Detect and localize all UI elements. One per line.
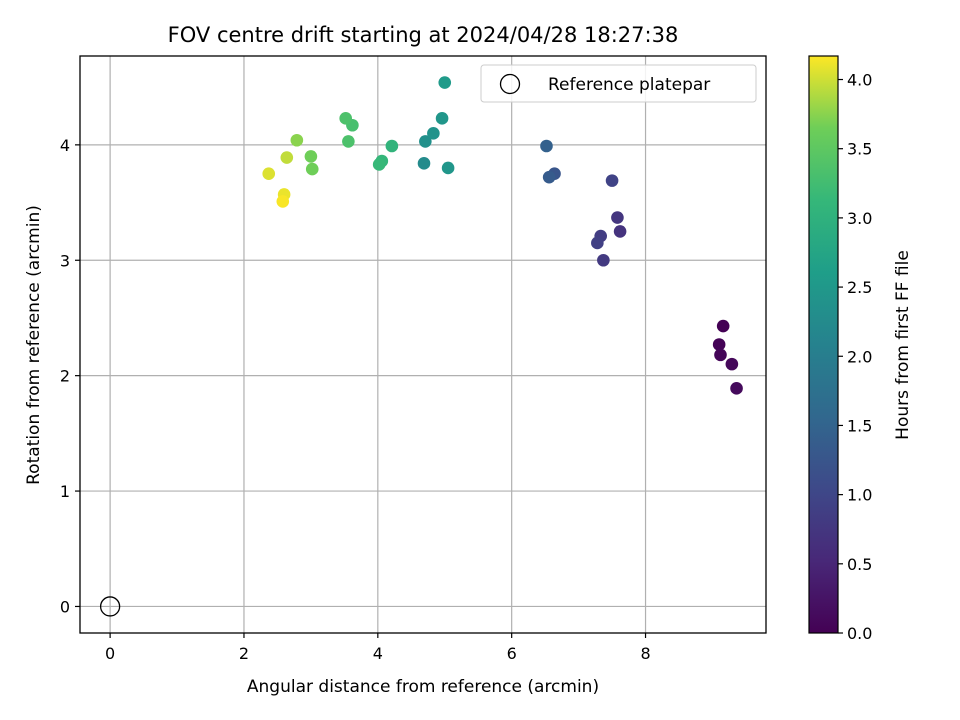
y-tick-label: 2 <box>60 367 70 386</box>
data-point <box>280 151 294 164</box>
colorbar-gradient <box>808 55 839 634</box>
x-tick-label: 4 <box>373 644 383 663</box>
y-tick-label: 4 <box>60 136 70 155</box>
data-point <box>611 211 624 224</box>
data-point <box>276 195 290 208</box>
colorbar-tick-label: 4.0 <box>847 71 872 90</box>
data-point <box>597 253 610 267</box>
x-tick-label: 0 <box>105 644 115 663</box>
data-point <box>339 112 352 125</box>
reference-marker-layer <box>99 596 121 617</box>
y-axis-ticks: 0 1 2 3 4 <box>60 136 80 616</box>
data-point <box>730 382 743 395</box>
x-axis-ticks: 0 2 4 6 8 <box>105 633 651 663</box>
data-point <box>304 150 318 163</box>
data-point <box>262 167 276 181</box>
legend-box <box>480 64 757 103</box>
data-point <box>605 174 619 187</box>
data-point <box>542 170 556 184</box>
data-point <box>540 139 553 153</box>
colorbar: 0.0 0.5 1.0 1.5 2.0 2.5 3.0 3.5 4.0 Hours from f… <box>808 55 913 643</box>
legend-entry-reference: Reference platepar <box>548 75 710 95</box>
data-point <box>372 158 386 171</box>
y-axis-label: Rotation from reference (arcmin) <box>24 205 44 485</box>
data-point <box>435 112 449 125</box>
y-tick-label: 3 <box>60 251 70 270</box>
x-tick-label: 6 <box>507 644 517 663</box>
colorbar-tick-label: 1.5 <box>847 416 872 435</box>
colorbar-tick-label: 2.5 <box>847 278 872 297</box>
data-point <box>342 135 355 148</box>
colorbar-ticks: 0.0 0.5 1.0 1.5 2.0 2.5 3.0 3.5 4.0 <box>838 71 872 643</box>
legend-marker-reference-icon <box>499 73 521 95</box>
data-point <box>725 357 739 371</box>
data-point <box>419 135 432 148</box>
x-tick-label: 8 <box>640 644 650 663</box>
grid <box>80 56 766 633</box>
data-point <box>305 162 319 176</box>
data-points <box>262 76 743 395</box>
colorbar-tick-label: 0.5 <box>847 555 872 574</box>
plot-area-frame <box>79 55 767 634</box>
y-tick-label: 0 <box>60 597 70 616</box>
x-tick-label: 2 <box>239 644 249 663</box>
data-point <box>716 319 730 333</box>
data-point <box>591 236 604 250</box>
colorbar-tick-label: 1.0 <box>847 486 872 505</box>
data-point <box>385 139 399 153</box>
x-axis-label: Angular distance from reference (arcmin) <box>247 677 599 697</box>
data-point <box>712 338 726 351</box>
reference-platepar-marker <box>99 596 121 617</box>
data-point <box>438 76 452 89</box>
chart-title: FOV centre drift starting at 2024/04/28 … <box>168 23 679 47</box>
y-tick-label: 1 <box>60 482 70 501</box>
data-point <box>441 161 455 175</box>
colorbar-tick-label: 2.0 <box>847 347 872 366</box>
data-point <box>613 225 627 238</box>
data-point <box>290 133 304 147</box>
data-point <box>714 348 727 362</box>
colorbar-tick-label: 3.0 <box>847 209 872 228</box>
data-point <box>417 157 431 170</box>
colorbar-tick-label: 0.0 <box>847 624 872 643</box>
colorbar-tick-label: 3.5 <box>847 140 872 159</box>
data-point <box>427 127 440 140</box>
colorbar-label: Hours from first FF file <box>893 250 913 440</box>
legend: Reference platepar <box>480 64 757 103</box>
